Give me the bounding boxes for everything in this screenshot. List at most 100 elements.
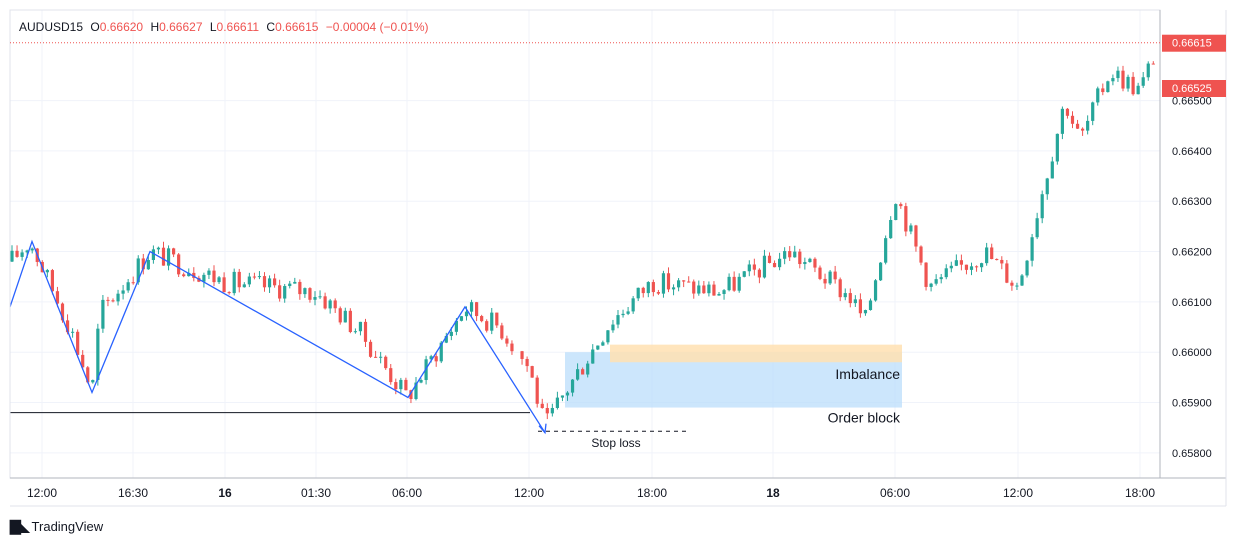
candle-body bbox=[409, 390, 413, 400]
candle-body bbox=[666, 273, 671, 290]
candle-body bbox=[944, 268, 948, 278]
brand-name: TradingView bbox=[31, 519, 104, 534]
candle-body bbox=[1075, 123, 1080, 129]
candle-body bbox=[469, 302, 474, 312]
y-tick-label: 0.66400 bbox=[1172, 146, 1212, 158]
candle-body bbox=[783, 251, 787, 259]
x-tick-label: 16:30 bbox=[118, 486, 148, 500]
candle-body bbox=[121, 290, 125, 294]
candle-body bbox=[651, 282, 655, 293]
candle-body bbox=[358, 321, 363, 332]
candle-body bbox=[919, 246, 923, 263]
high-letter: H bbox=[150, 20, 160, 34]
candle-body bbox=[126, 282, 130, 291]
candle-body bbox=[848, 293, 852, 304]
candle-body bbox=[91, 380, 95, 383]
candle-body bbox=[490, 312, 494, 331]
candle-body bbox=[278, 285, 282, 299]
candle-body bbox=[828, 271, 832, 284]
candle-body bbox=[500, 325, 504, 339]
candle-body bbox=[333, 300, 337, 309]
candle-body bbox=[156, 247, 161, 250]
candle-body bbox=[1146, 63, 1150, 78]
candle-body bbox=[368, 341, 373, 357]
candle-body bbox=[475, 302, 479, 317]
candle-body bbox=[485, 321, 489, 331]
candle-body bbox=[737, 276, 741, 291]
x-tick-label: 06:00 bbox=[392, 486, 422, 500]
candle-body bbox=[702, 285, 706, 294]
candle-body bbox=[131, 282, 135, 284]
candle-body bbox=[1121, 70, 1125, 89]
candle-body bbox=[717, 293, 721, 296]
candle-body bbox=[419, 380, 423, 383]
candle-body bbox=[293, 281, 297, 284]
candle-body bbox=[414, 382, 418, 400]
candle-body bbox=[677, 280, 681, 288]
candle-body bbox=[793, 251, 797, 258]
candle-body bbox=[591, 349, 595, 364]
candle-body bbox=[303, 288, 307, 295]
marker-price-tag bbox=[1162, 80, 1226, 97]
candle-body bbox=[550, 407, 554, 414]
candle-body bbox=[641, 287, 645, 294]
candle-body bbox=[480, 316, 484, 322]
candle-body bbox=[1081, 128, 1085, 131]
candle-body bbox=[505, 338, 509, 344]
candle-body bbox=[86, 367, 90, 383]
candle-body bbox=[833, 271, 837, 280]
marker-price-text: 0.66525 bbox=[1172, 83, 1212, 95]
candle-body bbox=[1035, 218, 1039, 238]
candle-body bbox=[980, 263, 984, 268]
candle-body bbox=[50, 270, 54, 292]
candle-body bbox=[853, 299, 857, 304]
candle-body bbox=[914, 225, 918, 247]
low-value: 0.66611 bbox=[216, 20, 260, 34]
candle-body bbox=[1131, 76, 1135, 95]
zigzag-polyline bbox=[9, 239, 546, 434]
candle-body bbox=[727, 276, 731, 291]
y-tick-label: 0.66000 bbox=[1172, 347, 1212, 359]
tradingview-logo[interactable]: ▇◣ TradingView bbox=[10, 518, 103, 535]
candle-body bbox=[964, 264, 969, 270]
candle-body bbox=[520, 351, 524, 359]
axes: 0.65800 0.65900 0.66000 0.66100 0.66200 0.663… bbox=[9, 9, 1227, 507]
candle-body bbox=[899, 204, 903, 207]
candle-body bbox=[45, 270, 49, 273]
candle-body bbox=[267, 278, 272, 288]
candle-body bbox=[565, 392, 570, 396]
candle-body bbox=[348, 310, 352, 332]
candle-body bbox=[924, 262, 928, 287]
x-tick-label: 18 bbox=[766, 486, 780, 500]
candle-body bbox=[60, 303, 65, 321]
candle-body bbox=[1000, 259, 1004, 264]
candle-body bbox=[808, 258, 812, 263]
candle-body bbox=[692, 281, 696, 294]
candle-body bbox=[1141, 77, 1145, 86]
order-block-label: Order block bbox=[828, 410, 901, 426]
candle-body bbox=[328, 300, 332, 309]
candle-body bbox=[449, 331, 453, 336]
y-tick-label: 0.66100 bbox=[1172, 297, 1212, 309]
x-tick-label: 12:00 bbox=[514, 486, 544, 500]
symbol-label: AUDUSD bbox=[19, 20, 70, 34]
candle-body bbox=[1005, 263, 1009, 283]
last-price-text: 0.66615 bbox=[1172, 38, 1212, 50]
last-price-tag bbox=[1162, 34, 1226, 52]
y-tick-label: 0.65900 bbox=[1172, 398, 1212, 410]
candle-body bbox=[732, 276, 736, 291]
candle-body bbox=[560, 395, 565, 398]
candle-body bbox=[722, 290, 726, 294]
candle-body bbox=[863, 310, 868, 314]
zigzag-lines bbox=[9, 239, 547, 435]
candle-body bbox=[949, 265, 953, 269]
candle-body bbox=[646, 282, 650, 294]
candle-body bbox=[1040, 194, 1044, 219]
x-tick-label: 12:00 bbox=[1003, 486, 1033, 500]
candle-body bbox=[136, 258, 140, 283]
candle-body bbox=[939, 277, 943, 280]
candle-body bbox=[1136, 85, 1140, 95]
candle-body bbox=[697, 285, 701, 294]
